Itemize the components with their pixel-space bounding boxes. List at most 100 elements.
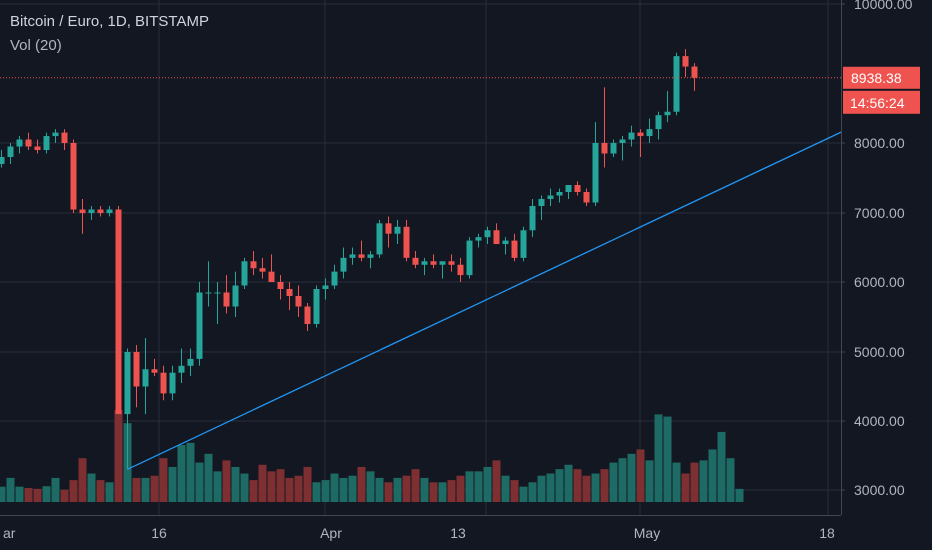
volume-bar: [105, 482, 114, 502]
candle-body: [43, 136, 50, 150]
candle-body: [133, 352, 140, 387]
candle-body: [376, 223, 383, 255]
volume-bar: [6, 477, 15, 502]
candle-body: [142, 369, 149, 387]
volume-bar: [699, 460, 708, 502]
volume-bar: [681, 473, 690, 502]
candle-body: [88, 209, 95, 213]
volume-indicator-label[interactable]: Vol (20): [10, 37, 62, 54]
candle-body: [502, 240, 509, 245]
volume-bar: [573, 469, 582, 502]
volume-bar: [645, 460, 654, 502]
volume-bar: [87, 473, 96, 502]
volume-bar: [411, 469, 420, 502]
candle-body: [601, 143, 608, 154]
candle-body: [403, 226, 410, 258]
volume-bar: [618, 458, 627, 502]
volume-bar: [393, 477, 402, 502]
candle-body: [511, 240, 518, 258]
candle-body: [574, 185, 581, 192]
candle-body: [655, 115, 662, 130]
candle-body: [70, 143, 77, 210]
volume-bar: [429, 482, 438, 502]
time-tick-label: Apr: [320, 525, 342, 541]
candle-body: [547, 195, 554, 199]
volume-bar: [159, 458, 168, 502]
volume-bar: [213, 471, 222, 502]
candle-body: [223, 292, 230, 307]
volume-bar: [78, 458, 87, 502]
candle-body: [331, 271, 338, 286]
volume-bar: [222, 460, 231, 502]
candlesticks: [0, 49, 698, 470]
trendline[interactable]: [127, 128, 848, 470]
volume-bar: [564, 464, 573, 502]
candle-body: [457, 264, 464, 276]
candle-body: [322, 285, 329, 289]
volume-bar: [672, 462, 681, 502]
volume-bar: [663, 416, 672, 502]
candle-body: [358, 254, 365, 258]
volume-bar: [438, 482, 447, 502]
candle-body: [520, 230, 527, 258]
volume-bar: [717, 431, 726, 502]
candle-body: [178, 365, 185, 373]
volume-bar: [51, 477, 60, 502]
volume-bar: [627, 453, 636, 502]
candle-body: [52, 132, 59, 137]
volume-bar: [591, 473, 600, 502]
time-axis[interactable]: ar 16 Apr 13 May 18: [0, 515, 841, 542]
candle-body: [187, 358, 194, 366]
price-axis[interactable]: 10000.00 8000.00 7000.00 6000.00 5000.00 4000…: [841, 0, 932, 550]
volume-bar: [447, 480, 456, 502]
volume-bar: [24, 487, 33, 502]
volume-bar: [519, 486, 528, 502]
candle-body: [628, 132, 635, 140]
volume-bar: [132, 477, 141, 502]
price-tick-label: 4000.00: [854, 413, 905, 429]
volume-bar: [357, 466, 366, 502]
candle-body: [277, 282, 284, 289]
volume-bar: [483, 466, 492, 502]
candle-body: [610, 143, 617, 154]
volume-bar: [42, 486, 51, 502]
time-tick-label: 18: [819, 525, 835, 541]
volume-bar: [654, 414, 663, 502]
candle-body: [25, 139, 32, 147]
volume-bar: [735, 488, 744, 502]
volume-bar: [456, 475, 465, 502]
time-tick-label: 13: [450, 525, 466, 541]
candle-body: [439, 261, 446, 265]
volume-bar: [186, 442, 195, 502]
candle-body: [664, 111, 671, 116]
volume-bar: [285, 477, 294, 502]
candle-body: [421, 261, 428, 265]
candle-body: [0, 157, 5, 164]
candle-body: [484, 230, 491, 238]
candle-body: [205, 292, 212, 294]
volume-bar: [582, 475, 591, 502]
price-tick-label: 5000.00: [854, 344, 905, 360]
candle-body: [295, 296, 302, 307]
volume-bar: [726, 458, 735, 502]
candle-body: [214, 292, 221, 294]
candle-body: [286, 289, 293, 296]
candle-body: [691, 66, 698, 78]
candle-body: [448, 261, 455, 265]
candle-body: [340, 257, 347, 272]
price-tick-label: 3000.00: [854, 482, 905, 498]
candle-body: [196, 292, 203, 359]
candle-body: [259, 268, 266, 272]
volume-bar: [294, 475, 303, 502]
volume-bar: [267, 471, 276, 502]
candle-body: [493, 230, 500, 245]
volume-bar: [375, 477, 384, 502]
volume-bar: [204, 453, 213, 502]
countdown-label-bg: [843, 90, 920, 114]
volume-bar: [636, 449, 645, 502]
trendline-segment[interactable]: [127, 128, 848, 470]
volume-bar: [258, 464, 267, 502]
volume-bar: [402, 475, 411, 502]
volume-bar: [15, 486, 24, 502]
